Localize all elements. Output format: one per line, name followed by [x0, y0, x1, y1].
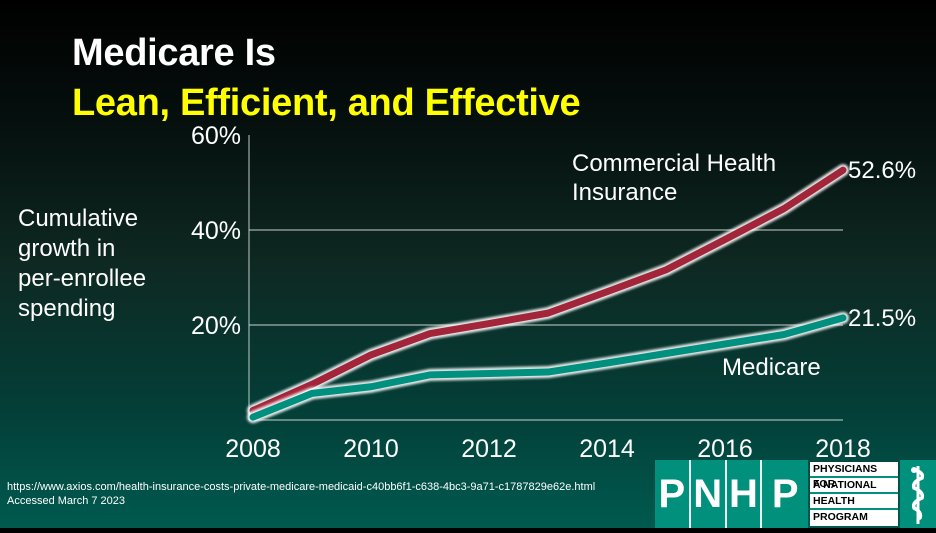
logo-letter: P — [762, 460, 808, 528]
rod-of-asclepius-icon — [900, 460, 936, 528]
pnhp-logo: P N H P PHYSICIANS FOR A NATIONAL HEALTH… — [655, 460, 936, 528]
legend-label-commercial: Commercial Health — [572, 150, 776, 177]
source-citation: https://www.axios.com/health-insurance-c… — [7, 480, 595, 508]
end-value-label: 21.5% — [848, 305, 916, 332]
logo-name-line: PROGRAM — [810, 510, 898, 526]
source-url[interactable]: https://www.axios.com/health-insurance-c… — [7, 480, 595, 494]
x-tick-label: 2012 — [461, 435, 517, 463]
legend-label-medicare: Medicare — [722, 354, 821, 381]
logo-name-line: PHYSICIANS FOR — [810, 462, 898, 478]
logo-letters: P N H P — [655, 460, 808, 528]
logo-letter: N — [691, 460, 727, 528]
logo-name-line: HEALTH — [810, 494, 898, 510]
x-tick-label: 2014 — [579, 435, 635, 463]
x-tick-label: 2008 — [225, 435, 281, 463]
logo-letter: P — [655, 460, 691, 528]
y-tick-label: 20% — [191, 312, 241, 340]
end-value-label: 52.6% — [848, 157, 916, 184]
x-tick-label: 2018 — [815, 435, 871, 463]
logo-letter: H — [727, 460, 763, 528]
logo-name-line: A NATIONAL — [810, 478, 898, 494]
x-tick-label: 2016 — [697, 435, 753, 463]
legend-label-commercial: Insurance — [572, 179, 677, 206]
x-tick-label: 2010 — [343, 435, 399, 463]
y-tick-label: 60% — [191, 122, 241, 150]
y-tick-label: 40% — [191, 217, 241, 245]
source-accessed: Accessed March 7 2023 — [7, 494, 595, 508]
logo-name: PHYSICIANS FOR A NATIONAL HEALTH PROGRAM — [810, 462, 898, 526]
